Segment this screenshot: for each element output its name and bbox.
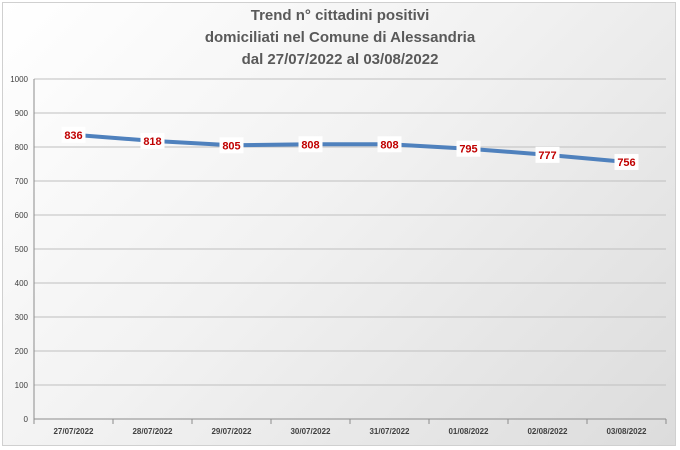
x-tick-label: 31/07/2022 xyxy=(369,427,410,436)
data-label: 808 xyxy=(380,139,398,151)
series-line xyxy=(71,132,629,164)
data-label: 777 xyxy=(538,150,556,162)
data-label-box xyxy=(219,137,244,154)
x-tick-label: 27/07/2022 xyxy=(53,427,94,436)
y-tick-label: 600 xyxy=(15,211,29,220)
y-tick-label: 500 xyxy=(15,245,29,254)
y-tick-label: 100 xyxy=(15,381,29,390)
data-label-box xyxy=(140,132,165,149)
data-label-box xyxy=(61,126,86,143)
data-label: 818 xyxy=(143,136,161,148)
y-tick-label: 900 xyxy=(15,109,29,118)
chart-title-line-1: Trend n° cittadini positivi xyxy=(250,7,430,24)
x-tick-label: 30/07/2022 xyxy=(290,427,331,436)
data-label-box xyxy=(377,136,402,153)
data-label: 805 xyxy=(222,140,240,152)
chart-frame xyxy=(2,2,676,446)
data-label-box xyxy=(298,136,323,153)
data-label: 795 xyxy=(459,144,477,156)
y-tick-label: 1000 xyxy=(10,75,28,84)
y-tick-label: 400 xyxy=(15,279,29,288)
data-label: 836 xyxy=(64,130,82,142)
data-label-box xyxy=(456,140,481,157)
chart-title-line-3: dal 27/07/2022 al 03/08/2022 xyxy=(241,51,439,68)
data-label-box xyxy=(535,146,560,163)
y-tick-label: 800 xyxy=(15,143,29,152)
data-label-box xyxy=(614,153,639,170)
y-tick-label: 0 xyxy=(24,415,29,424)
y-tick-label: 700 xyxy=(15,177,29,186)
x-tick-label: 29/07/2022 xyxy=(211,427,252,436)
x-tick-label: 03/08/2022 xyxy=(606,427,647,436)
chart-title-line-2: domiciliati nel Comune di Alessandria xyxy=(204,29,476,46)
x-tick-label: 01/08/2022 xyxy=(448,427,489,436)
x-tick-label: 28/07/2022 xyxy=(132,427,173,436)
data-label: 808 xyxy=(301,139,319,151)
y-tick-label: 300 xyxy=(15,313,29,322)
y-tick-label: 200 xyxy=(15,347,29,356)
x-tick-label: 02/08/2022 xyxy=(527,427,568,436)
data-label: 756 xyxy=(617,157,635,169)
